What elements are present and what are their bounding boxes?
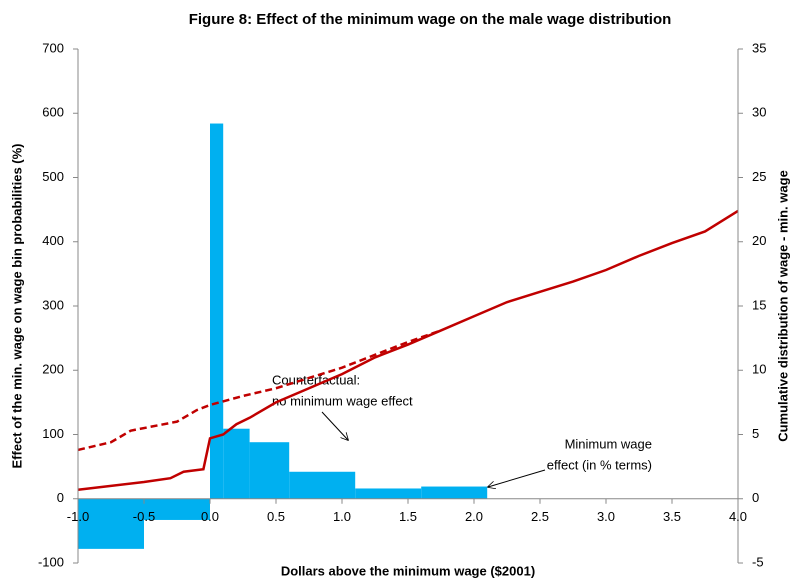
x-tick-label: -0.5 <box>133 509 155 524</box>
bar <box>249 442 290 499</box>
bar <box>289 471 356 499</box>
y-tick-label: 600 <box>42 105 64 120</box>
line <box>77 329 442 452</box>
bar <box>223 428 250 499</box>
y2-tick-label: 20 <box>752 233 766 248</box>
y2-tick-label: 25 <box>752 169 766 184</box>
x-tick-label: 0.5 <box>267 509 285 524</box>
bar <box>78 498 144 549</box>
x-tick-label: 1.5 <box>399 509 417 524</box>
x-tick-label: -1.0 <box>67 509 89 524</box>
y2-tick-label: 5 <box>752 426 759 441</box>
bar <box>144 498 210 520</box>
line <box>77 209 739 491</box>
bar <box>210 123 224 499</box>
x-tick-label: 2.0 <box>465 509 483 524</box>
x-tick-label: 1.0 <box>333 509 351 524</box>
y-tick-label: 500 <box>42 169 64 184</box>
chart-title: Figure 8: Effect of the minimum wage on … <box>189 11 672 28</box>
y2-tick-label: 35 <box>752 40 766 55</box>
y2-tick-label: 0 <box>752 490 759 505</box>
y-tick-label: 0 <box>57 490 64 505</box>
y-tick-label: 300 <box>42 297 64 312</box>
y-tick-label: -100 <box>38 554 64 569</box>
y-tick-label: 400 <box>42 233 64 248</box>
y-tick-label: 100 <box>42 426 64 441</box>
y2-tick-label: 15 <box>752 297 766 312</box>
x-tick-label: 3.5 <box>663 509 681 524</box>
y2-axis-label: Cumulative distribution of wage - min. w… <box>775 170 790 442</box>
y-tick-label: 200 <box>42 362 64 377</box>
y-axis-label: Effect of the min. wage on wage bin prob… <box>9 143 24 468</box>
y2-tick-label: 30 <box>752 105 766 120</box>
annotation-arrow <box>488 469 546 487</box>
annotation: effect (in % terms) <box>547 457 652 472</box>
bar <box>421 486 488 499</box>
x-tick-label: 2.5 <box>531 509 549 524</box>
x-tick-label: 4.0 <box>729 509 747 524</box>
x-tick-label: 0.0 <box>201 509 219 524</box>
annotation: Minimum wage <box>565 436 652 451</box>
y2-tick-label: -5 <box>752 554 764 569</box>
y2-tick-label: 10 <box>752 362 766 377</box>
annotation: no minimum wage effect <box>272 393 413 408</box>
annotation-arrow <box>321 411 348 440</box>
y-tick-label: 700 <box>42 40 64 55</box>
bar <box>355 488 422 499</box>
x-axis-label: Dollars above the minimum wage ($2001) <box>281 563 535 578</box>
x-tick-label: 3.0 <box>597 509 615 524</box>
